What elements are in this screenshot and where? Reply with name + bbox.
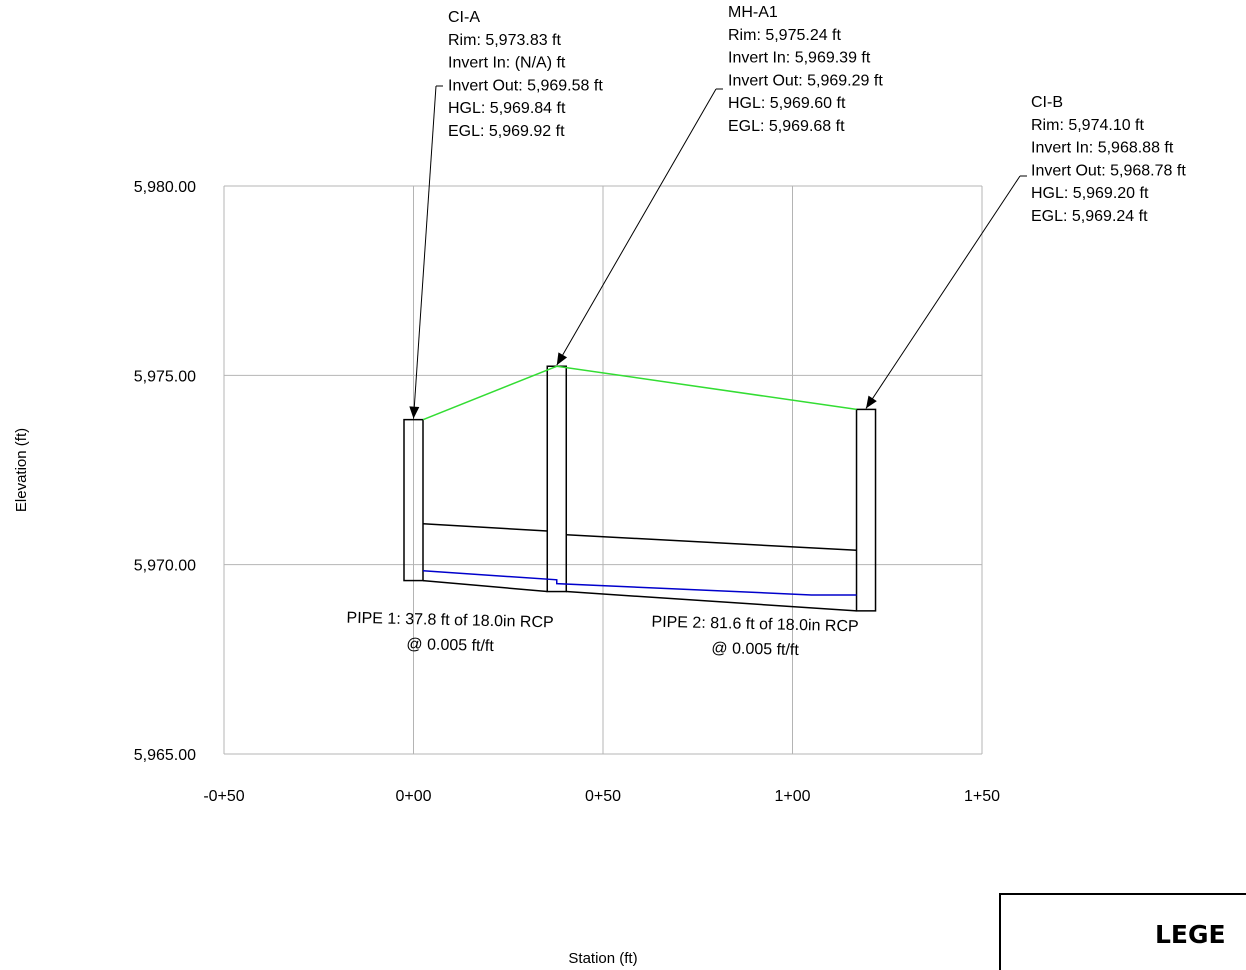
legend: LEGE (999, 893, 1246, 970)
pipe-crown-line (422, 523, 548, 532)
leader-line (413, 85, 437, 419)
structure-box (403, 418, 424, 582)
structure-callouts: CI-A Rim: 5,973.83 ft Invert In: (N/A) ft I… (409, 4, 1186, 419)
grid (223, 185, 983, 755)
structure-callout-line: Invert Out: 5,969.29 ft (728, 72, 883, 89)
structure-callout-line: Invert Out: 5,969.58 ft (448, 77, 603, 94)
leader-arrowhead (866, 395, 877, 409)
pipe-crown-line (566, 534, 857, 552)
structure-callout-line: Rim: 5,974.10 ft (1031, 117, 1145, 134)
structure-callout-line: Invert In: 5,968.88 ft (1031, 140, 1174, 157)
ground-line (422, 365, 857, 421)
pipe-invert-line (422, 579, 548, 593)
structure-box (546, 365, 568, 593)
leader-line (865, 175, 1021, 409)
structure-callout-line: CI-B (1031, 94, 1063, 111)
x-tick-label: 1+00 (774, 788, 810, 805)
x-axis-title: Station (ft) (568, 950, 637, 967)
legend-title: LEGE (1155, 920, 1226, 949)
y-axis-title: Elevation (ft) (13, 428, 30, 512)
pipe-label-line2: @ 0.005 ft/ft (406, 636, 494, 655)
y-tick-label: 5,980.00 (134, 179, 196, 196)
structure-callout-line: Rim: 5,973.83 ft (448, 32, 562, 49)
leader-arrowhead (556, 352, 568, 366)
hgl-line (422, 569, 857, 596)
profile-lines (422, 365, 857, 596)
y-tick-label: 5,975.00 (134, 368, 196, 385)
pipe-labels: PIPE 1: 37.8 ft of 18.0in RCP @ 0.005 ft/… (346, 610, 859, 659)
pipe-label-line2: @ 0.005 ft/ft (711, 640, 799, 659)
structure-callout-line: HGL: 5,969.60 ft (728, 95, 846, 112)
structure-callout-line: Invert In: 5,969.39 ft (728, 50, 871, 67)
structure-callout-line: MH-A1 (728, 4, 778, 21)
structure-callout-line: Invert In: (N/A) ft (448, 55, 566, 72)
pipe-label-line1: PIPE 2: 81.6 ft of 18.0in RCP (651, 614, 859, 636)
structure-callout-line: Invert Out: 5,968.78 ft (1031, 162, 1186, 179)
axis-ticks: -0+50 0+00 0+50 1+00 1+50 5,965.00 5,970.00 5,9… (134, 179, 1000, 805)
x-tick-label: 1+50 (964, 788, 1000, 805)
structure-callout-line: HGL: 5,969.20 ft (1031, 185, 1149, 202)
x-tick-label: 0+00 (395, 788, 431, 805)
pipe-invert-line (566, 590, 857, 612)
leader-arrowhead (409, 406, 420, 419)
structure-callout-line: EGL: 5,969.24 ft (1031, 208, 1148, 225)
structure-callout-line: EGL: 5,969.92 ft (448, 123, 565, 140)
pipe-label-line1: PIPE 1: 37.8 ft of 18.0in RCP (346, 610, 554, 632)
structure-callout-line: EGL: 5,969.68 ft (728, 118, 845, 135)
pipes (422, 523, 857, 612)
legend-frame (999, 893, 1246, 970)
structure-callout-line: Rim: 5,975.24 ft (728, 27, 842, 44)
structure-callout-line: CI-A (448, 9, 480, 26)
y-tick-label: 5,970.00 (134, 558, 196, 575)
leader-line (556, 88, 717, 366)
x-tick-label: 0+50 (585, 788, 621, 805)
structure-callout-line: HGL: 5,969.84 ft (448, 100, 566, 117)
y-tick-label: 5,965.00 (134, 747, 196, 764)
structure-box (855, 408, 877, 612)
x-tick-label: -0+50 (203, 788, 244, 805)
